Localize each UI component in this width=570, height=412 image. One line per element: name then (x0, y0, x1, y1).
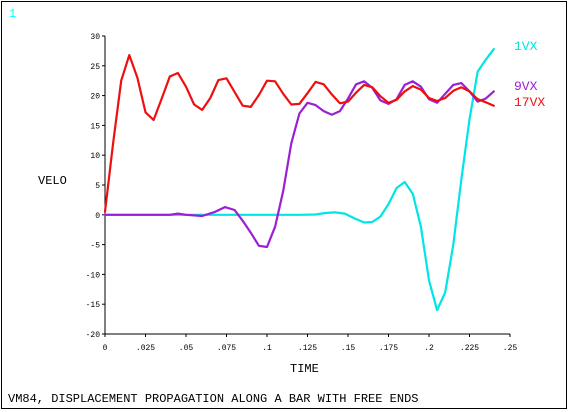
legend-label-9vx: 9VX (514, 79, 538, 94)
tick-labels: -20 -15 -10 -5 0 5 10 15 20 25 30 0 .025 .05 .075 .1 .12… (86, 33, 518, 353)
y-tick-label: 30 (90, 33, 100, 42)
x-tick-label: .175 (379, 344, 398, 353)
axes (102, 35, 511, 337)
x-tick-label: .25 (503, 344, 518, 353)
x-axis-label: TIME (290, 362, 319, 376)
legend-label-17vx: 17VX (514, 95, 545, 110)
series-line-17vx (103, 54, 495, 213)
footer-title: VM84, DISPLACEMENT PROPAGATION ALONG A B… (8, 392, 419, 406)
x-tick-label: .025 (136, 344, 155, 353)
y-tick-label: 25 (90, 63, 100, 72)
y-axis-label: VELO (38, 174, 67, 188)
x-tick-label: .1 (262, 344, 272, 353)
x-tick-label: .05 (179, 344, 194, 353)
series-line-1vx (103, 48, 495, 312)
y-tick-label: 5 (95, 182, 100, 191)
y-tick-label: 10 (90, 152, 100, 161)
x-tick-label: 0 (103, 344, 108, 353)
y-tick-label: -10 (86, 271, 101, 280)
y-tick-label: -20 (86, 331, 101, 340)
y-tick-label: 15 (90, 122, 100, 131)
x-tick-label: .225 (460, 344, 479, 353)
legend-label-1vx: 1VX (514, 39, 538, 54)
series-lines (103, 48, 495, 312)
window-number: 1 (9, 7, 17, 21)
x-tick-label: .125 (298, 344, 317, 353)
y-tick-label: -15 (86, 301, 101, 310)
x-tick-label: .2 (424, 344, 434, 353)
series-line-9vx (103, 80, 495, 249)
y-tick-label: 20 (90, 93, 100, 102)
y-tick-label: -5 (90, 242, 100, 251)
x-tick-label: .075 (217, 344, 236, 353)
x-tick-label: .15 (341, 344, 356, 353)
y-tick-label: 0 (95, 212, 100, 221)
